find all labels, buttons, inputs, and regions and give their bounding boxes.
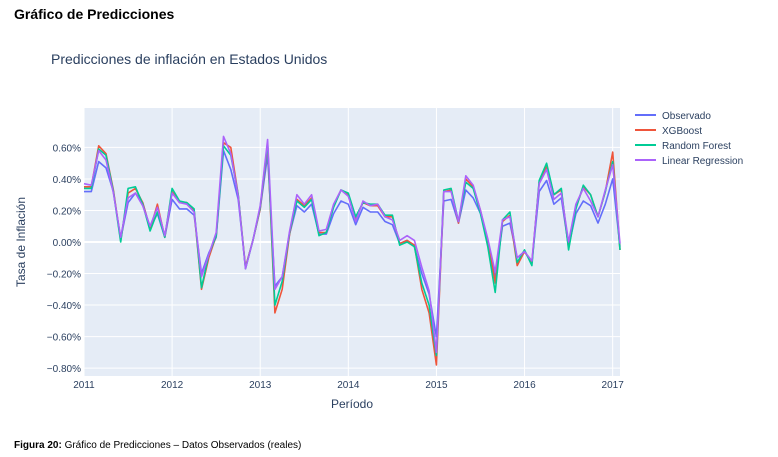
y-tick-label: −0.20% (47, 270, 81, 281)
x-tick-label: 2011 (73, 380, 95, 391)
x-axis-label: Período (331, 397, 373, 411)
y-axis-label: Tasa de Inflación (14, 197, 28, 287)
legend-label-observado: Observado (662, 111, 711, 122)
y-axis-ticks: 0.60% 0.40% 0.20% 0.00% −0.20% −0.40% −0.60% −0… (47, 143, 81, 375)
x-axis-ticks: 2011 2012 2013 2014 2015 2016 2017 (73, 380, 624, 391)
x-tick-label: 2013 (249, 380, 272, 391)
x-tick-label: 2016 (513, 380, 536, 391)
legend-label-xgboost: XGBoost (662, 126, 702, 137)
figure-caption: Figura 20: Gráfico de Predicciones – Dat… (14, 440, 301, 451)
series-line-linear-regression (83, 135, 621, 354)
caption-text: Gráfico de Predicciones – Datos Observad… (64, 440, 302, 451)
x-tick-label: 2017 (602, 380, 625, 391)
x-tick-label: 2015 (425, 380, 448, 391)
y-tick-label: −0.60% (47, 333, 81, 344)
y-tick-label: 0.20% (53, 206, 81, 217)
series-line-random-forest (84, 141, 621, 357)
y-tick-label: −0.40% (47, 301, 81, 312)
legend: Observado XGBoost Random Forest Linear Regr… (635, 111, 743, 167)
inflation-chart: Predicciones de inflación en Estados Uni… (14, 51, 743, 411)
section-title: Gráfico de Predicciones (14, 6, 175, 22)
series-lines (83, 135, 621, 366)
legend-label-random-forest: Random Forest (662, 141, 731, 152)
caption-label: Figura 20: (14, 440, 62, 451)
chart-title: Predicciones de inflación en Estados Uni… (51, 51, 327, 67)
legend-label-linear-regression: Linear Regression (662, 156, 743, 167)
y-tick-label: 0.00% (53, 238, 81, 249)
y-tick-label: 0.60% (53, 143, 81, 154)
y-tick-label: −0.80% (47, 364, 81, 375)
x-tick-label: 2014 (337, 380, 360, 391)
y-tick-label: 0.40% (53, 175, 81, 186)
x-tick-label: 2012 (161, 380, 184, 391)
